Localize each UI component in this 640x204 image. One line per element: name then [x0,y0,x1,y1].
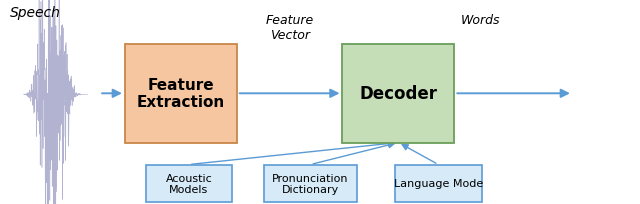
FancyBboxPatch shape [125,45,237,143]
FancyBboxPatch shape [342,45,454,143]
Text: Speech: Speech [10,6,60,20]
Text: Pronunciation
Dictionary: Pronunciation Dictionary [272,173,349,194]
Text: Language Mode: Language Mode [394,179,483,188]
FancyBboxPatch shape [264,165,357,202]
Text: Decoder: Decoder [360,85,437,103]
Text: Feature
Extraction: Feature Extraction [137,78,225,110]
Text: Feature
Vector: Feature Vector [266,14,314,42]
Text: Acoustic
Models: Acoustic Models [165,173,212,194]
Text: Words: Words [461,14,500,27]
FancyBboxPatch shape [146,165,232,202]
FancyBboxPatch shape [396,165,482,202]
